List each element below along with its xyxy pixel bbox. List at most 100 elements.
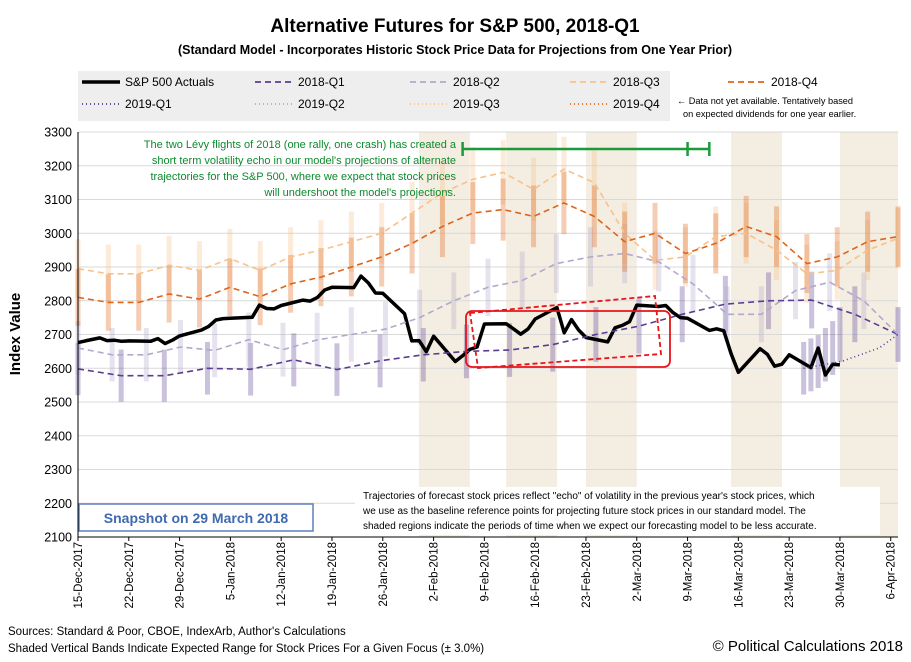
band-q1_2018-19 [895, 307, 901, 362]
x-tick-13: 16-Mar-2018 [733, 542, 745, 608]
series-q1_2018 [77, 299, 899, 377]
not-available-note-line1: ← Data not yet available. Tentatively ba… [677, 96, 853, 106]
chart-subtitle: (Standard Model - Incorporates Historic … [178, 43, 732, 57]
band-q2_2018-16 [622, 223, 628, 284]
snapshot-box [78, 503, 314, 532]
x-tick-0: 15-Dec-2017 [73, 542, 85, 608]
levy-note-line2: short term volatility echo in our model'… [152, 155, 456, 167]
legend-label-q1_2018: 2018-Q1 [298, 75, 345, 89]
y-tick-2400: 2400 [44, 429, 72, 443]
copyright: © Political Calculations 2018 [713, 638, 903, 655]
x-tick-15: 30-Mar-2018 [835, 542, 847, 608]
x-tick-12: 9-Mar-2018 [683, 542, 695, 601]
band-q3_2018-5 [227, 228, 233, 289]
series-lines [77, 168, 899, 377]
series-q4_2018 [77, 202, 899, 304]
band-q2_2018-2 [143, 328, 149, 382]
y-tick-3200: 3200 [44, 159, 72, 173]
legend-background [78, 71, 670, 121]
band-q1_2019-5 [837, 307, 843, 362]
legend-label-q2_2019: 2019-Q2 [298, 97, 345, 111]
band-q3_2018-15 [531, 157, 537, 222]
band-q3_2018-20 [682, 227, 688, 287]
band-q2_2018-4 [212, 323, 218, 378]
band-q4_2018-5 [227, 258, 233, 317]
series-q1_2019 [803, 333, 899, 370]
series-q2_2018 [77, 252, 899, 356]
y-tick-2700: 2700 [44, 328, 72, 342]
x-tick-2: 29-Dec-2017 [175, 542, 187, 608]
legend-label-q2_2018: 2018-Q2 [453, 75, 500, 89]
x-tick-9: 16-Feb-2018 [530, 542, 542, 608]
band-q4_2018-15 [531, 185, 537, 248]
x-tick-7: 2-Feb-2018 [429, 542, 441, 601]
band-q4_2018-11 [409, 213, 415, 274]
band-q1_2019-3 [822, 328, 828, 382]
x-tick-11: 2-Mar-2018 [632, 542, 644, 601]
y-tick-3100: 3100 [44, 193, 72, 207]
legend-label-q1_2019: 2019-Q1 [125, 97, 172, 111]
trajectories-note-line3: shaded regions indicate the periods of t… [363, 521, 817, 532]
not-available-note-line2: on expected dividends for one year earli… [683, 109, 856, 119]
axes: 2100 2200 2300 2400 2500 2600 2700 2800 2900 3000… [44, 126, 898, 608]
echo-period-marker [461, 142, 711, 156]
series-actuals [77, 274, 841, 377]
band-q2_2018-8 [348, 307, 354, 362]
band-q1_2018-11 [550, 317, 556, 372]
band-q1_2018-8 [420, 328, 426, 382]
band-q1_2019-0 [801, 341, 807, 395]
series-q3_2018 [77, 168, 899, 275]
band-q1_2018-7 [377, 334, 383, 388]
x-tick-8: 9-Feb-2018 [479, 542, 491, 601]
chart-title: Alternative Futures for S&P 500, 2018-Q1 [270, 16, 640, 37]
trajectories-note-line1: Trajectories of forecast stock prices re… [363, 491, 815, 502]
band-q3_2018-10 [379, 202, 385, 264]
band-q1_2018-2 [161, 349, 167, 402]
band-q2_2018-11 [451, 272, 457, 330]
band-q3_2018-19 [652, 230, 658, 290]
band-q3_2018-12 [439, 161, 445, 225]
x-tick-6: 26-Jan-2018 [378, 542, 390, 607]
x-tick-4: 12-Jan-2018 [276, 542, 288, 607]
legend-label-q4_2019: 2019-Q4 [613, 97, 660, 111]
band-q2_2018-23 [861, 272, 867, 330]
band-q2_2018-24 [895, 307, 901, 362]
x-tick-5: 19-Jan-2018 [327, 542, 339, 607]
legend-label-q3_2019: 2019-Q3 [453, 97, 500, 111]
x-tick-16: 6-Apr-2018 [886, 542, 898, 600]
band-q1_2018-10 [507, 323, 513, 377]
band-q3_2018-18 [622, 202, 628, 264]
legend-label-q4_2018: 2018-Q4 [771, 75, 818, 89]
trajectories-note-background [355, 487, 880, 535]
band-q4_2018-6 [257, 268, 263, 326]
snapshot-label: Snapshot on 29 March 2018 [104, 510, 289, 526]
band-q3_2018-6 [257, 241, 263, 300]
band-q1_2018-18 [852, 286, 858, 343]
band-q4_2018-27 [895, 206, 901, 267]
levy-note-line4: will undershoot the model's projections. [263, 187, 456, 199]
band-q3_2018-24 [804, 244, 810, 303]
y-tick-3300: 3300 [44, 126, 72, 140]
y-tick-2200: 2200 [44, 497, 72, 511]
band-q1_2019-4 [830, 321, 836, 375]
band-q4_2018-13 [470, 182, 476, 244]
trajectories-note-line2: we use as the baseline reference points … [362, 506, 806, 517]
legend: S&P 500 Actuals 2018-Q1 2018-Q2 2018-Q3 2018… [78, 71, 818, 121]
band-q4_2018-14 [500, 178, 506, 241]
band-q3_2018-25 [834, 241, 840, 300]
y-tick-2500: 2500 [44, 396, 72, 410]
y-tick-2100: 2100 [44, 531, 72, 545]
sources-note: Sources: Standard & Poor, CBOE, IndexArb… [8, 626, 346, 638]
band-q1_2019-2 [815, 334, 821, 389]
echo-box-rounded [465, 310, 671, 368]
y-tick-2600: 2600 [44, 362, 72, 376]
y-tick-2800: 2800 [44, 294, 72, 308]
bands-note: Shaded Vertical Bands Indicate Expected … [8, 643, 484, 655]
band-q3_2018-27 [895, 208, 901, 269]
legend-label-actuals: S&P 500 Actuals [125, 75, 214, 89]
band-q2_2018-14 [553, 234, 559, 294]
levy-note-line3: trajectories for the S&P 500, where we e… [150, 171, 456, 183]
levy-note-line1: The two Lévy flights of 2018 (one rally,… [144, 139, 457, 151]
band-q1_2018-13 [636, 298, 642, 354]
band-q1_2018-5 [291, 333, 297, 387]
